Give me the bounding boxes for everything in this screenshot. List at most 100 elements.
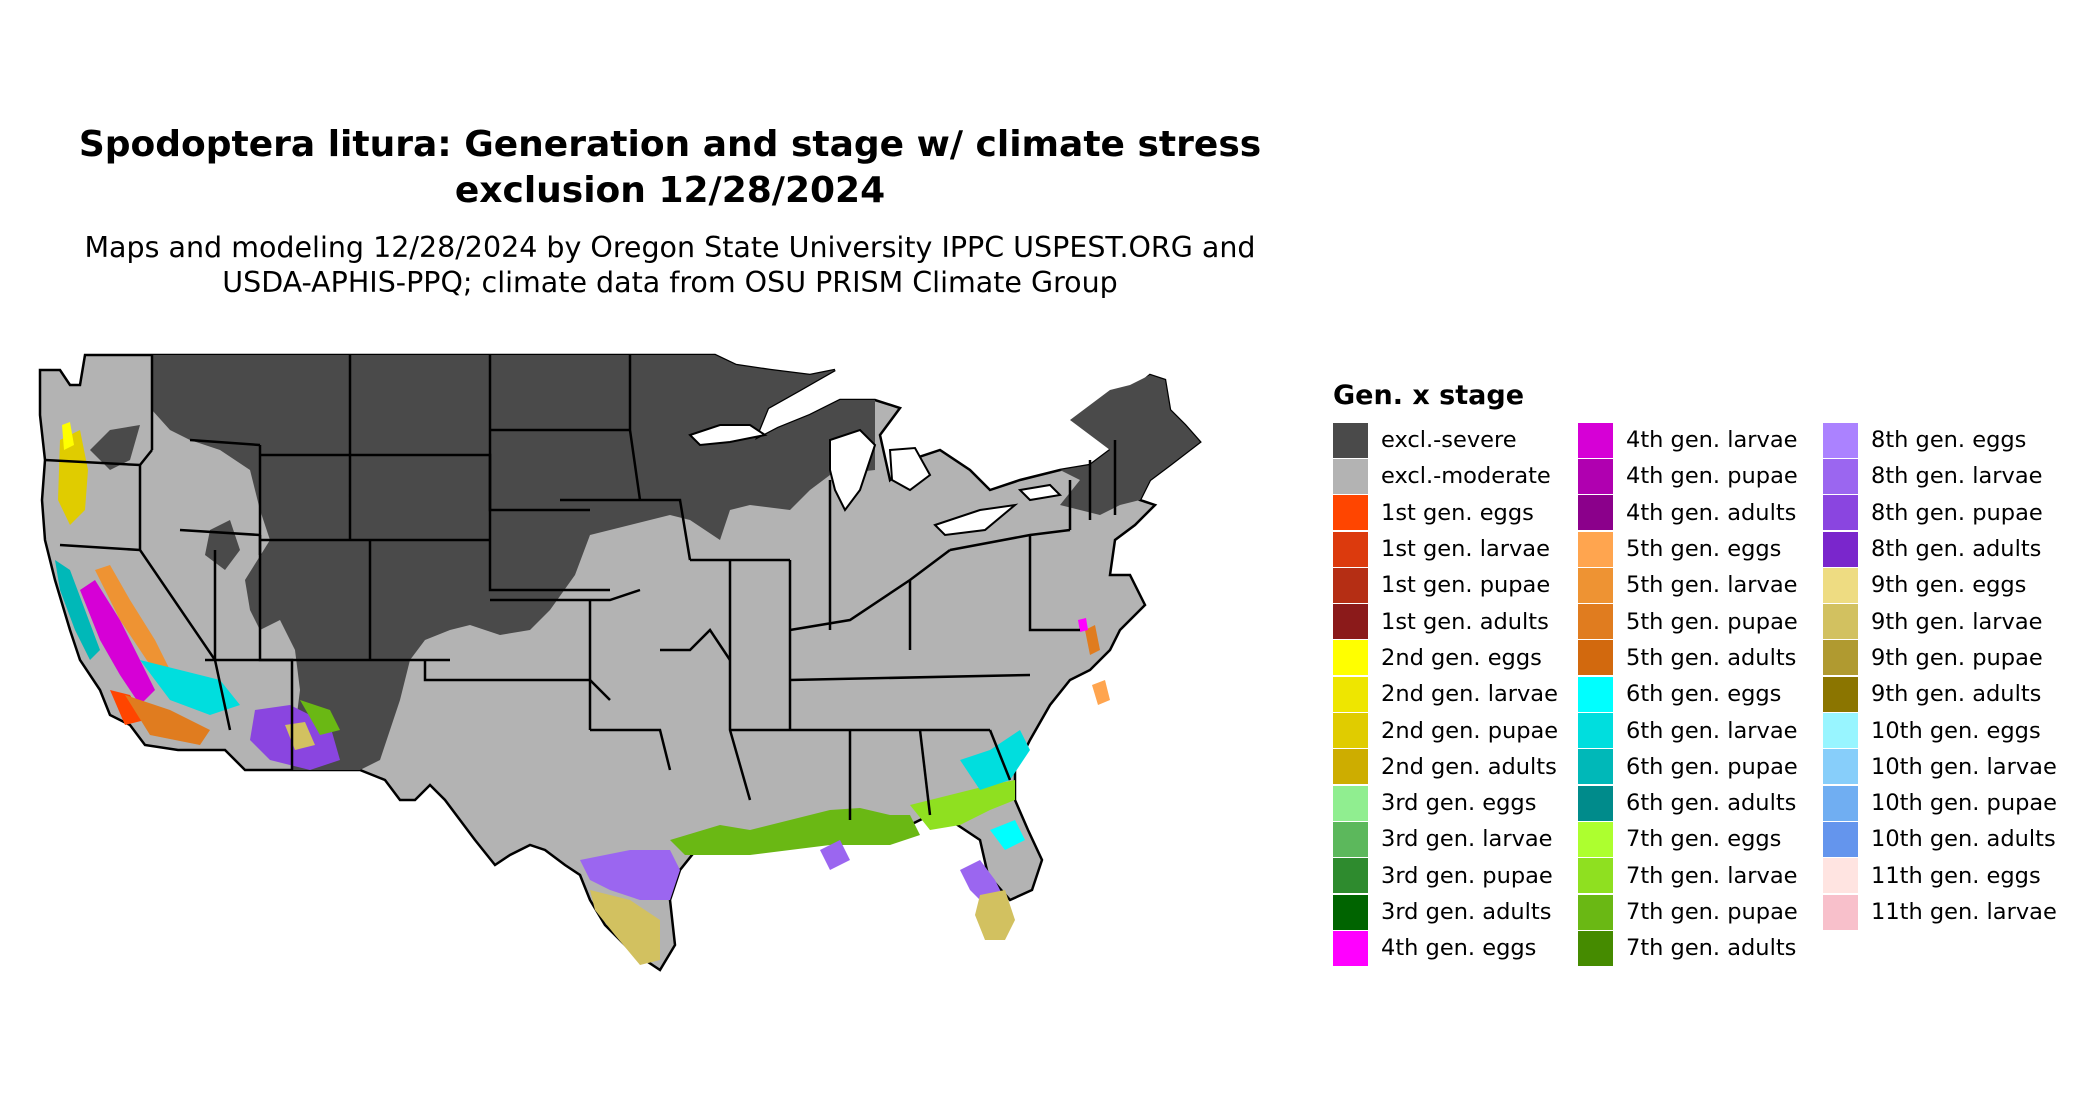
legend-label: 1st gen. larvae xyxy=(1381,536,1550,563)
legend-label: 9th gen. eggs xyxy=(1871,572,2027,599)
legend-label: 6th gen. larvae xyxy=(1626,717,1798,744)
west-coast-generation-zones xyxy=(55,422,340,770)
legend-item: 1st gen. pupae xyxy=(1333,567,1578,603)
legend-label: 10th gen. eggs xyxy=(1871,717,2041,744)
legend-swatch xyxy=(1333,640,1368,676)
legend-item: 6th gen. eggs xyxy=(1578,676,1823,712)
legend-label: 4th gen. pupae xyxy=(1626,463,1798,490)
legend-label: 10th gen. larvae xyxy=(1871,753,2057,780)
legend-label: 8th gen. larvae xyxy=(1871,463,2043,490)
legend-label: 3rd gen. pupae xyxy=(1381,862,1553,889)
legend-swatch xyxy=(1823,894,1858,930)
legend-swatch xyxy=(1823,749,1858,785)
legend-swatch xyxy=(1823,422,1858,458)
legend-swatch xyxy=(1578,821,1613,857)
map-title: Spodoptera litura: Generation and stage … xyxy=(40,122,1300,214)
legend-label: 5th gen. eggs xyxy=(1626,536,1782,563)
map-subtitle-line-2: USDA-APHIS-PPQ; climate data from OSU PR… xyxy=(222,266,1118,299)
gulf-coast-generation-zones xyxy=(580,730,1030,965)
legend-swatch xyxy=(1333,422,1368,458)
great-lakes xyxy=(688,424,1063,537)
legend-column: 8th gen. eggs 8th gen. larvae 8th gen. pup… xyxy=(1823,422,2068,966)
legend-item: 5th gen. eggs xyxy=(1578,531,1823,567)
legend-label: 4th gen. adults xyxy=(1626,499,1797,526)
legend-item: 4th gen. pupae xyxy=(1578,458,1823,494)
legend-swatch xyxy=(1578,713,1613,749)
legend-item: 1st gen. larvae xyxy=(1333,531,1578,567)
legend-item: 2nd gen. larvae xyxy=(1333,676,1578,712)
legend-swatch xyxy=(1578,858,1613,894)
legend-column: excl.-severe excl.-moderate 1st gen. eggs 1… xyxy=(1333,422,1578,966)
legend-label: 2nd gen. adults xyxy=(1381,753,1557,780)
legend-item: 3rd gen. pupae xyxy=(1333,858,1578,894)
legend-item: 4th gen. eggs xyxy=(1333,930,1578,966)
legend-item: 7th gen. pupae xyxy=(1578,894,1823,930)
legend-item: 3rd gen. eggs xyxy=(1333,785,1578,821)
legend-swatch xyxy=(1578,676,1613,712)
legend-label: 4th gen. larvae xyxy=(1626,427,1798,454)
legend-swatch xyxy=(1823,531,1858,567)
legend-label: 4th gen. eggs xyxy=(1381,935,1537,962)
legend-swatch xyxy=(1333,785,1368,821)
legend-swatch xyxy=(1823,567,1858,603)
legend-item: 10th gen. adults xyxy=(1823,821,2068,857)
legend-label: 7th gen. larvae xyxy=(1626,862,1798,889)
legend-swatch xyxy=(1578,422,1613,458)
map-title-line-2: exclusion 12/28/2024 xyxy=(454,170,886,211)
legend-label: 5th gen. larvae xyxy=(1626,572,1798,599)
legend-swatch xyxy=(1578,785,1613,821)
legend-item: 2nd gen. eggs xyxy=(1333,640,1578,676)
legend-label: excl.-moderate xyxy=(1381,463,1551,490)
legend-label: 5th gen. pupae xyxy=(1626,608,1798,635)
legend-label: 9th gen. larvae xyxy=(1871,608,2043,635)
legend-swatch xyxy=(1333,713,1368,749)
legend-label: 11th gen. larvae xyxy=(1871,899,2057,925)
legend-label: 2nd gen. larvae xyxy=(1381,681,1558,708)
legend-swatch xyxy=(1823,604,1858,640)
legend-swatch xyxy=(1333,894,1368,930)
legend-label: 10th gen. pupae xyxy=(1871,790,2058,817)
legend-swatch xyxy=(1823,821,1858,857)
legend-item: 2nd gen. adults xyxy=(1333,749,1578,785)
legend-title: Gen. x stage xyxy=(1333,380,1525,411)
legend-label: 7th gen. pupae xyxy=(1626,899,1798,925)
legend-item: 5th gen. adults xyxy=(1578,640,1823,676)
legend-swatch xyxy=(1333,458,1368,494)
legend-swatch xyxy=(1823,785,1858,821)
legend-swatch xyxy=(1578,604,1613,640)
east-coast-generation-zones xyxy=(1078,618,1110,705)
legend-swatch xyxy=(1578,749,1613,785)
legend-label: 5th gen. adults xyxy=(1626,644,1797,671)
legend-swatch xyxy=(1823,858,1858,894)
legend-item: 2nd gen. pupae xyxy=(1333,712,1578,749)
legend-item: 8th gen. eggs xyxy=(1823,422,2068,458)
legend-item: 3rd gen. larvae xyxy=(1333,821,1578,857)
legend-label: 7th gen. eggs xyxy=(1626,826,1782,853)
legend-item: 9th gen. pupae xyxy=(1823,640,2068,676)
legend-item: 9th gen. larvae xyxy=(1823,603,2068,640)
legend-label: 9th gen. pupae xyxy=(1871,644,2043,671)
severe-exclusion-regions xyxy=(90,355,1200,770)
state-borders xyxy=(44,355,1117,820)
legend-label: excl.-severe xyxy=(1381,427,1517,454)
legend-swatch xyxy=(1578,495,1613,531)
legend-swatch xyxy=(1333,930,1368,966)
legend-label: 6th gen. pupae xyxy=(1626,753,1798,780)
legend: excl.-severe excl.-moderate 1st gen. eggs 1… xyxy=(1333,422,2068,966)
legend-label: 7th gen. adults xyxy=(1626,935,1797,962)
legend-swatch xyxy=(1333,821,1368,857)
legend-item: 9th gen. eggs xyxy=(1823,567,2068,603)
legend-item: 11th gen. eggs xyxy=(1823,858,2068,894)
legend-item: 7th gen. larvae xyxy=(1578,858,1823,894)
legend-label: 6th gen. eggs xyxy=(1626,681,1782,708)
us-map xyxy=(38,353,1202,972)
legend-item: 8th gen. adults xyxy=(1823,531,2068,567)
legend-label: 8th gen. eggs xyxy=(1871,427,2027,454)
legend-swatch xyxy=(1823,676,1858,712)
legend-swatch xyxy=(1823,495,1858,531)
legend-swatch xyxy=(1823,458,1858,494)
legend-item: 4th gen. adults xyxy=(1578,495,1823,531)
legend-label: 8th gen. pupae xyxy=(1871,499,2043,526)
legend-item: excl.-moderate xyxy=(1333,458,1578,494)
legend-item: 3rd gen. adults xyxy=(1333,894,1578,930)
